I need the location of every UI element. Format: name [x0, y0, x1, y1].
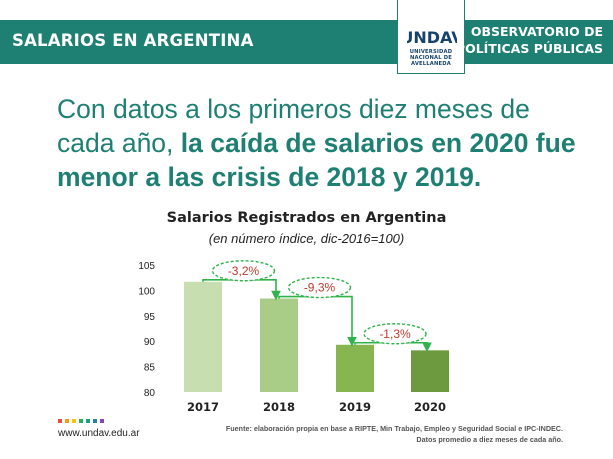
bar-2018 [260, 298, 298, 392]
logo-sub-1: UNIVERSIDAD [409, 49, 453, 55]
brand-dot [86, 419, 90, 423]
headline-intro: Con datos a los primeros diez meses de c… [57, 94, 530, 158]
source-line-1: Fuente: elaboración propia en base a RIP… [225, 424, 563, 433]
brand-dot [58, 419, 62, 423]
x-tick-label: 2017 [187, 400, 219, 414]
headline: Con datos a los primeros diez meses de c… [57, 92, 577, 194]
change-label: -1,3% [379, 327, 411, 341]
y-tick-label: 85 [144, 363, 156, 374]
brand-dots [58, 419, 104, 423]
chart-title: Salarios Registrados en Argentina [166, 210, 447, 226]
logo-sub-2: NACIONAL DE [409, 55, 453, 61]
change-label: -3,2% [228, 264, 260, 278]
logo-sub-3: AVELLANEDA [410, 61, 452, 67]
undav-logo-mark: UNDAV [407, 28, 457, 46]
brand-dot [93, 419, 97, 423]
change-label: -9,3% [304, 281, 336, 295]
bar-2019 [336, 344, 374, 392]
logo-text: UNDAV [407, 28, 457, 46]
top-banner [0, 20, 613, 64]
change-bubble [211, 260, 276, 282]
change-bubble [287, 276, 352, 299]
source-line-2: Datos promedio a diez meses de cada año. [416, 435, 563, 444]
observatorio-line-2: POLÍTICAS PÚBLICAS [455, 41, 603, 56]
y-tick-label: 95 [144, 312, 156, 323]
x-tick-label: 2018 [263, 400, 295, 414]
y-tick-label: 80 [144, 388, 156, 399]
footer-url[interactable]: www.undav.edu.ar [58, 428, 140, 439]
bar-2020 [411, 350, 449, 392]
x-tick-label: 2019 [339, 400, 371, 414]
brand-dot [100, 419, 104, 423]
brand-dot [65, 419, 69, 423]
undav-logo: UNDAV UNIVERSIDAD NACIONAL DE AVELLANEDA [397, 0, 465, 74]
headline-emphasis: la caída de salarios en 2020 fue menor a… [57, 128, 576, 192]
brand-dot [79, 419, 83, 423]
y-tick-label: 100 [138, 286, 155, 297]
y-tick-label: 105 [138, 261, 155, 272]
chart-subtitle: (en número índice, dic-2016=100) [208, 231, 405, 246]
y-tick-label: 90 [144, 337, 156, 348]
banner-title: SALARIOS EN ARGENTINA [12, 31, 254, 50]
bar-2017 [184, 281, 222, 392]
change-bubble [363, 323, 427, 345]
brand-dot [72, 419, 76, 423]
x-tick-label: 2020 [414, 400, 446, 414]
observatorio-line-1: OBSERVATORIO DE [470, 24, 603, 39]
